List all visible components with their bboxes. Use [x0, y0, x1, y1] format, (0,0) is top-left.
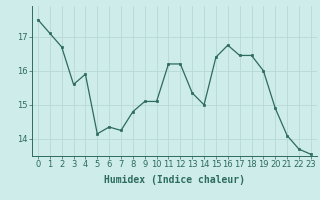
X-axis label: Humidex (Indice chaleur): Humidex (Indice chaleur) — [104, 175, 245, 185]
